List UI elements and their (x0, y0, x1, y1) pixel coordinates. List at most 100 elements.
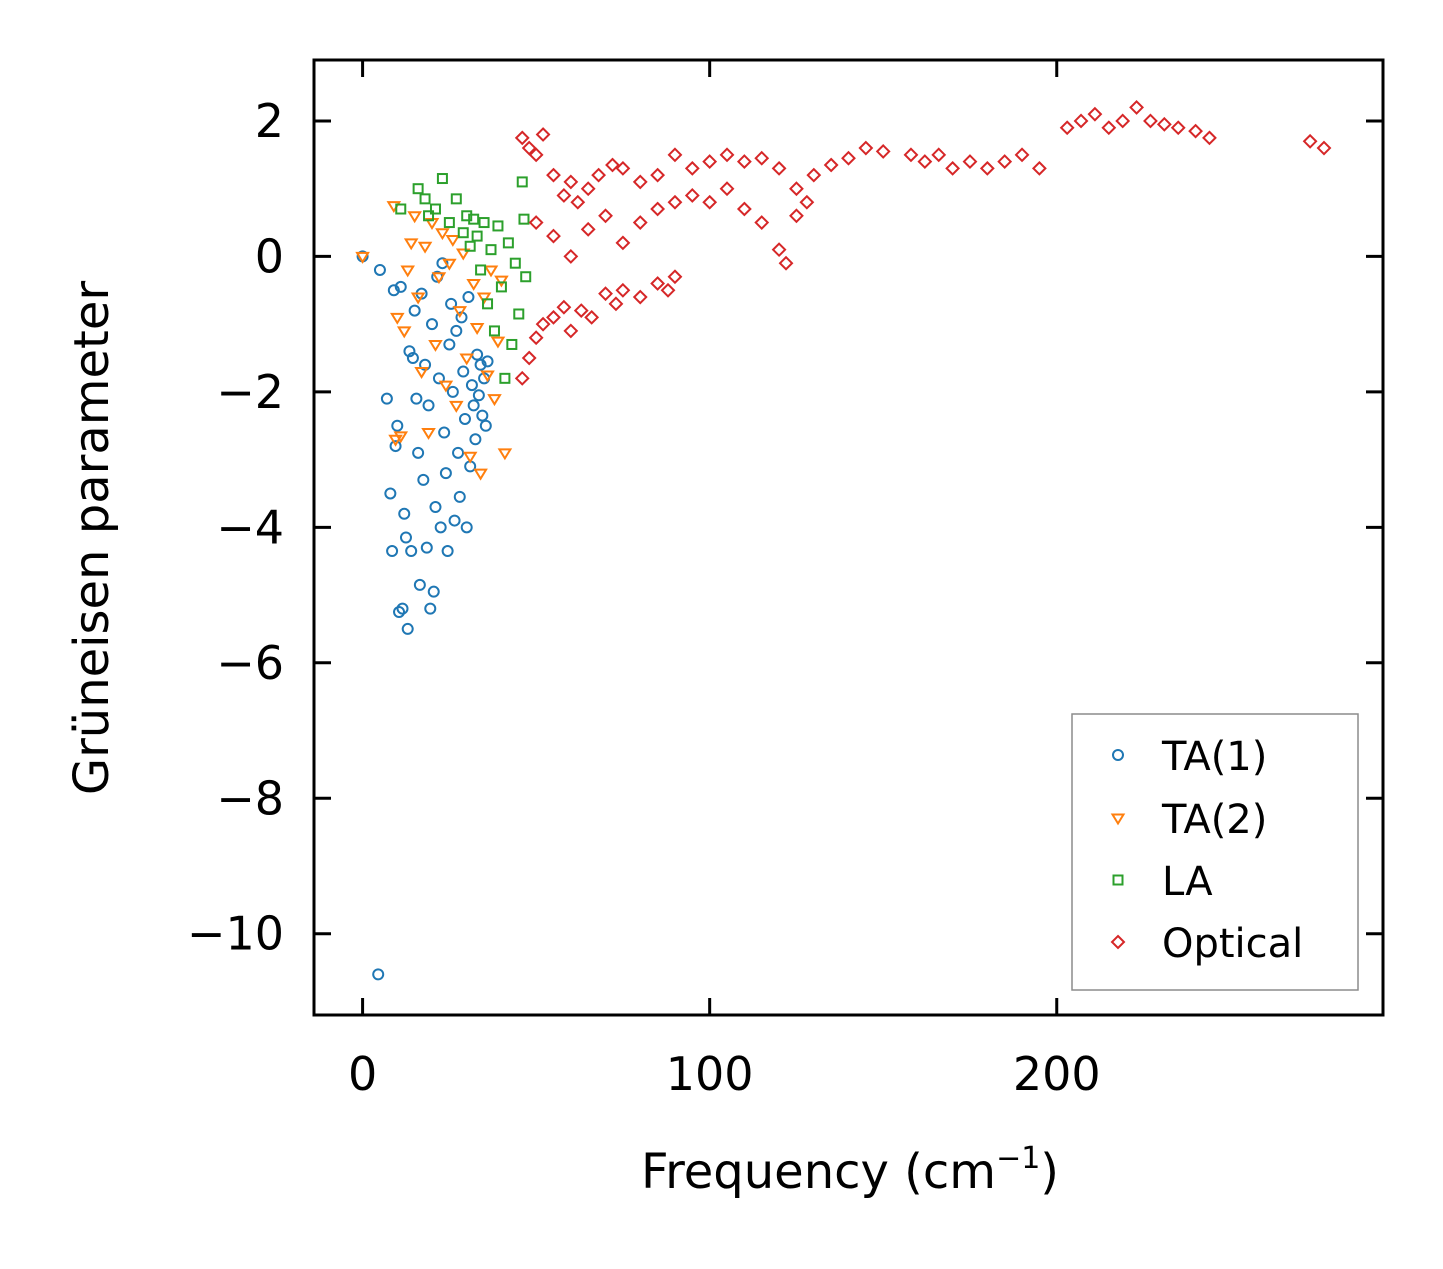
data-point (458, 412, 471, 425)
data-point (563, 323, 579, 339)
y-tick-label: −4 (216, 500, 284, 554)
data-point (391, 419, 404, 432)
data-point (598, 286, 613, 302)
data-point (396, 326, 412, 339)
data-point (386, 201, 402, 214)
data-point (684, 160, 700, 176)
data-point (460, 521, 473, 534)
data-point (389, 440, 402, 453)
data-point (580, 181, 596, 197)
data-point (412, 183, 424, 195)
data-point (495, 281, 507, 293)
data-point (390, 312, 405, 325)
data-point (445, 234, 461, 247)
data-point (702, 194, 718, 210)
data-point (487, 394, 502, 407)
data-point (1170, 120, 1186, 136)
data-point (429, 501, 442, 514)
data-point (520, 271, 532, 283)
data-point (465, 379, 478, 392)
data-point (469, 433, 482, 446)
data-point (521, 140, 537, 156)
data-point (429, 203, 441, 215)
data-point (632, 215, 648, 230)
data-point (702, 154, 718, 170)
data-point (497, 448, 513, 461)
data-point (684, 188, 700, 203)
data-point (446, 385, 459, 398)
data-point (945, 160, 961, 176)
data-point (482, 298, 494, 310)
data-point (438, 380, 454, 393)
data-point (875, 144, 891, 159)
data-point (443, 338, 456, 351)
data-point (502, 237, 514, 249)
data-point (474, 358, 487, 371)
data-point (387, 284, 400, 297)
data-point (528, 147, 544, 163)
data-point (660, 282, 676, 298)
y-tick-label: 2 (255, 94, 284, 148)
data-point (413, 578, 426, 591)
data-point (917, 154, 933, 170)
ticks-layer: 0 100 200 2 0 −2 −4 −6 −8 −10 (187, 60, 1383, 1101)
data-point (395, 203, 407, 215)
data-point (414, 367, 429, 379)
data-point (448, 514, 461, 527)
data-point (471, 230, 483, 242)
data-point (450, 193, 462, 205)
data-point (789, 208, 804, 224)
data-point (736, 154, 752, 170)
data-point (771, 160, 787, 176)
series-ta-1 (356, 250, 494, 981)
data-point (472, 389, 485, 402)
data-point (535, 127, 551, 142)
plot-frame (312, 58, 1385, 1017)
data-point (443, 217, 455, 229)
data-point (372, 968, 385, 981)
data-point (436, 257, 449, 270)
series-optical (514, 99, 1332, 386)
data-point (423, 210, 435, 222)
data-point (403, 238, 419, 251)
data-point (514, 130, 530, 146)
data-point (1129, 99, 1144, 115)
data-point (439, 467, 452, 480)
legend-marker (1110, 934, 1126, 950)
data-point (650, 276, 666, 291)
data-point (408, 304, 421, 317)
data-point (535, 316, 551, 332)
series-ta-2 (355, 201, 513, 481)
data-point (514, 370, 530, 386)
data-point (469, 323, 485, 335)
data-point (556, 188, 572, 203)
data-point (650, 167, 666, 183)
data-point (573, 303, 589, 319)
data-point (667, 194, 683, 210)
data-point (591, 167, 607, 183)
data-point (384, 487, 397, 500)
data-point (563, 249, 579, 264)
data-point (457, 227, 469, 239)
data-point (931, 147, 947, 163)
data-point (789, 181, 804, 197)
data-point (386, 545, 399, 558)
data-point (563, 174, 579, 190)
data-point (435, 228, 450, 241)
data-point (1087, 106, 1103, 122)
data-point (1188, 123, 1203, 139)
data-point (457, 365, 470, 378)
data-point (438, 426, 451, 439)
data-point (461, 210, 473, 222)
data-point (400, 265, 415, 278)
data-point (396, 602, 409, 615)
data-point (605, 157, 620, 173)
data-point (476, 292, 492, 305)
legend-label: LA (1162, 859, 1213, 905)
data-point (823, 157, 839, 173)
legend-label: Optical (1162, 921, 1303, 967)
legend-marker (1112, 874, 1124, 886)
data-point (479, 419, 492, 432)
